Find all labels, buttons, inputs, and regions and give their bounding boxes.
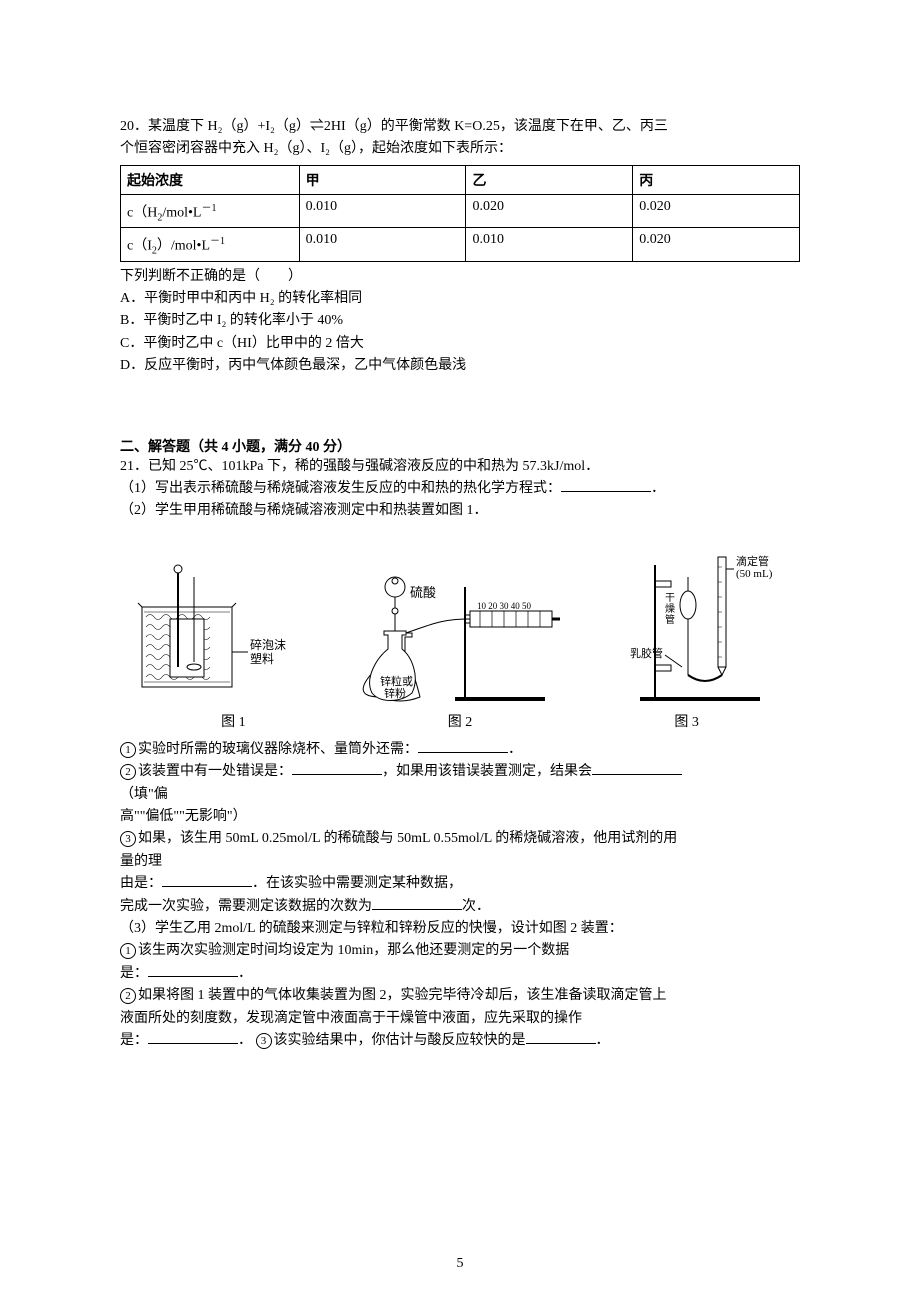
q21-c3e: 完成一次实验，需要测定该数据的次数为 次．	[120, 896, 800, 918]
svg-text:乳胶管: 乳胶管	[630, 646, 663, 660]
q21-d1a: 1该生两次实验测定时间均设定为 10min，那么他还要测定的另一个数据	[120, 940, 800, 962]
q21-c3e-text: 完成一次实验，需要测定该数据的次数为	[120, 899, 372, 914]
table-row-header: c（H2/mol•L－1	[121, 194, 300, 227]
blank	[372, 896, 462, 910]
q21-c1: 1实验时所需的玻璃仪器除烧杯、量筒外还需： ．	[120, 739, 800, 761]
q21-p3: （3）学生乙用 2mol/L 的硫酸来测定与锌粒和锌粉反应的快慢，设计如图 2 …	[120, 918, 800, 940]
circled-1-icon: 1	[120, 742, 136, 758]
q21-stem: 21．已知 25℃、101kPa 下，稀的强酸与强碱溶液反应的中和热为 57.3…	[120, 456, 800, 478]
q21-c3d: ．在该实验中需要测定某种数据，	[252, 876, 462, 891]
blank	[148, 963, 238, 977]
table-cell: 0.010	[299, 194, 466, 227]
svg-text:硫酸: 硫酸	[410, 585, 436, 600]
circled-2-icon: 2	[120, 764, 136, 780]
q21-c3a-text: 如果，该生用 50mL 0.25mol/L 的稀硫酸与 50mL 0.55mol…	[138, 831, 677, 846]
svg-text:碎泡沫: 碎泡沫	[250, 637, 286, 652]
section-2-title: 二、解答题（共 4 小题，满分 40 分）	[120, 436, 800, 456]
q21-p1-tail: ．	[651, 481, 665, 496]
table-cell: 0.020	[633, 228, 800, 261]
table-header: 乙	[466, 165, 633, 194]
table-header: 起始浓度	[121, 165, 300, 194]
q21-c2b: ，如果用该错误装置测定，结果会	[382, 764, 592, 779]
svg-text:滴定管: 滴定管	[736, 554, 769, 568]
q21-d2c: 是： ． 3该实验结果中，你估计与酸反应较快的是 ．	[120, 1030, 800, 1052]
q21-c1-tail: ．	[508, 742, 522, 757]
q20-option-c: C．平衡时乙中 c（HI）比甲中的 2 倍大	[120, 333, 800, 355]
page-number: 5	[0, 1256, 920, 1272]
q21-d1b-text: 是：	[120, 966, 148, 981]
figure-3-caption: 图 3	[573, 711, 800, 731]
table-cell: 0.020	[633, 194, 800, 227]
table-cell: 0.010	[299, 228, 466, 261]
table-cell: 0.010	[466, 228, 633, 261]
figure-3-svg: 滴定管 (50 mL) 干 燥 管 乳胶管	[610, 547, 800, 707]
q21-p1-text: （1）写出表示稀硫酸与稀烧碱溶液发生反应的中和热的热化学方程式：	[120, 481, 561, 496]
q21-part1: （1）写出表示稀硫酸与稀烧碱溶液发生反应的中和热的热化学方程式： ．	[120, 478, 800, 500]
figures-row: 碎泡沫 塑料 锌粒或 锌粉	[120, 537, 800, 707]
q21-d3-tail: ．	[596, 1033, 610, 1048]
q21-c2: 2该装置中有一处错误是： ，如果用该错误装置测定，结果会	[120, 761, 800, 783]
blank	[418, 739, 508, 753]
q21-d1a-text: 该生两次实验测定时间均设定为 10min，那么他还要测定的另一个数据	[138, 943, 569, 958]
q21-c3c-text: 由是：	[120, 876, 162, 891]
q20-table: 起始浓度 甲 乙 丙 c（H2/mol•L－10.0100.0200.020 c…	[120, 165, 800, 262]
q21-c3a: 3如果，该生用 50mL 0.25mol/L 的稀硫酸与 50mL 0.55mo…	[120, 828, 800, 850]
q20-after-table: 下列判断不正确的是（ ）	[120, 266, 800, 288]
table-row-header: c（I2）/mol•L－1	[121, 228, 300, 261]
blank	[561, 478, 651, 492]
q21-c3c: 由是： ．在该实验中需要测定某种数据，	[120, 873, 800, 895]
q21-d2c-text: 是：	[120, 1033, 148, 1048]
circled-2-icon: 2	[120, 988, 136, 1004]
q21-c2a: 该装置中有一处错误是：	[138, 764, 292, 779]
figure-1-caption: 图 1	[120, 711, 347, 731]
blank	[292, 761, 382, 775]
table-header: 丙	[633, 165, 800, 194]
figure-2-caption: 图 2	[347, 711, 574, 731]
q21-c3b: 量的理	[120, 851, 800, 873]
q21-part2: （2）学生甲用稀硫酸与稀烧碱溶液测定中和热装置如图 1．	[120, 500, 800, 522]
q21-d2c-tail: ．	[238, 1033, 252, 1048]
svg-text:锌粒或: 锌粒或	[380, 674, 413, 688]
svg-text:管: 管	[665, 613, 675, 626]
q20-option-d: D．反应平衡时，丙中气体颜色最深，乙中气体颜色最浅	[120, 355, 800, 377]
svg-text:塑料: 塑料	[250, 651, 274, 666]
figure-2-svg: 锌粒或 锌粉 硫酸	[340, 557, 560, 707]
figure-3: 滴定管 (50 mL) 干 燥 管 乳胶管	[610, 547, 800, 707]
table-header: 甲	[299, 165, 466, 194]
blank	[592, 761, 682, 775]
q21-c2-line2: （填"偏	[120, 784, 800, 806]
figure-1: 碎泡沫 塑料	[120, 557, 290, 707]
figure-2: 锌粒或 锌粉 硫酸	[340, 557, 560, 707]
svg-text:燥: 燥	[665, 603, 675, 615]
svg-text:干: 干	[665, 593, 675, 604]
q20-stem-line1: 20．某温度下 H₂（g）+I₂（g）⇌2HI（g）的平衡常数 K=O.25，该…	[120, 116, 800, 138]
svg-text:(50 mL): (50 mL)	[736, 568, 773, 580]
circled-3-icon: 3	[256, 1033, 272, 1049]
circled-3-icon: 3	[120, 831, 136, 847]
figure-captions: 图 1 图 2 图 3	[120, 711, 800, 731]
table-cell: 0.020	[466, 194, 633, 227]
syringe-scale: 10 20 30 40 50	[477, 601, 532, 611]
q21-d2b: 液面所处的刻度数，发现滴定管中液面高于干燥管中液面，应先采取的操作	[120, 1008, 800, 1030]
q21-d1b: 是： ．	[120, 963, 800, 985]
q21-d2a-text: 如果将图 1 装置中的气体收集装置为图 2，实验完毕待冷却后，该生准备读取滴定管…	[138, 988, 667, 1003]
q21-c1-text: 实验时所需的玻璃仪器除烧杯、量筒外还需：	[138, 742, 418, 757]
q21-d1-tail: ．	[238, 966, 252, 981]
blank	[526, 1030, 596, 1044]
q20-option-a: A．平衡时甲中和丙中 H₂ 的转化率相同	[120, 288, 800, 310]
blank	[148, 1030, 238, 1044]
q20-option-b: B．平衡时乙中 I₂ 的转化率小于 40%	[120, 310, 800, 332]
q20-stem-line2: 个恒容密闭容器中充入 H₂（g）、I₂（g），起始浓度如下表所示：	[120, 138, 800, 160]
figure-1-svg: 碎泡沫 塑料	[120, 557, 290, 707]
blank	[162, 873, 252, 887]
svg-text:锌粉: 锌粉	[384, 686, 406, 700]
q21-c3e-tail: 次．	[462, 899, 490, 914]
q21-d3-text: 该实验结果中，你估计与酸反应较快的是	[274, 1033, 526, 1048]
q21-d2a: 2如果将图 1 装置中的气体收集装置为图 2，实验完毕待冷却后，该生准备读取滴定…	[120, 985, 800, 1007]
circled-1-icon: 1	[120, 943, 136, 959]
q21-c2-line3: 高""偏低""无影响"）	[120, 806, 800, 828]
